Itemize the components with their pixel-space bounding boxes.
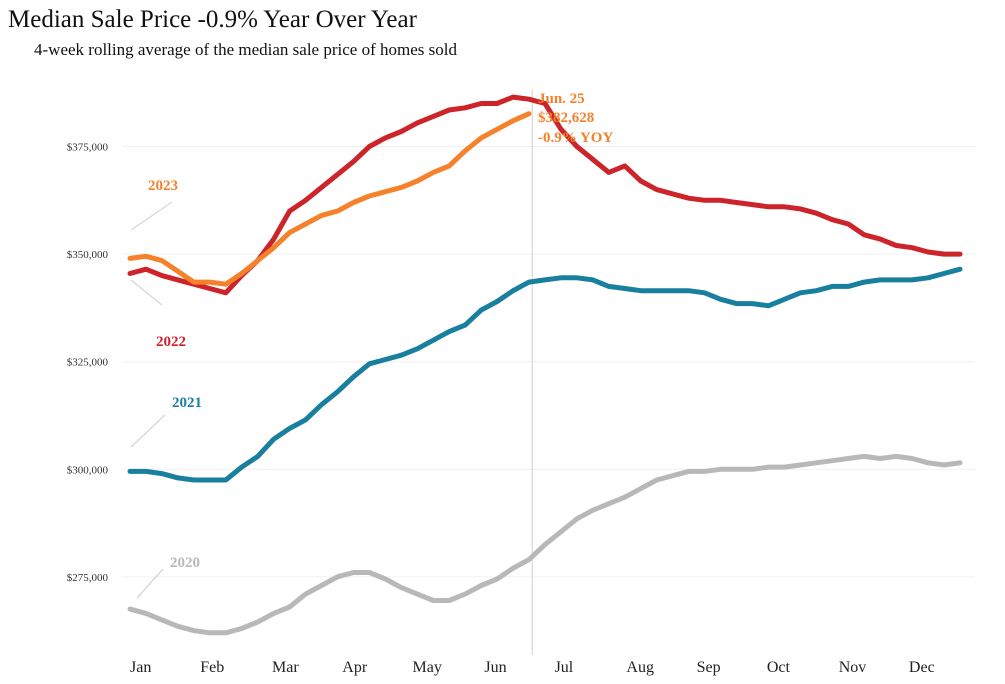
chart-title: Median Sale Price -0.9% Year Over Year xyxy=(8,6,417,33)
series-line-2022 xyxy=(127,94,963,296)
x-tick-label: Sep xyxy=(697,659,721,676)
callout-yoy: -0.9% YOY xyxy=(538,130,613,146)
y-tick-label: $325,000 xyxy=(67,357,109,369)
series-label-2023: 2023 xyxy=(148,178,178,194)
y-axis-ticks: $275,000 $300,000 $325,000 $350,000 $375,000 xyxy=(67,142,109,584)
leader-line xyxy=(130,279,163,306)
leader-line xyxy=(130,414,166,448)
callout-price: $382,628 xyxy=(538,110,594,126)
x-tick-label: Jun xyxy=(484,659,506,676)
series-label-2021: 2021 xyxy=(172,395,202,411)
series-label-leader-lines xyxy=(130,201,173,599)
leader-line xyxy=(136,568,164,599)
x-tick-label: Aug xyxy=(626,659,654,676)
x-tick-label: Dec xyxy=(909,659,935,676)
x-tick-label: Apr xyxy=(342,659,368,676)
x-tick-label: Oct xyxy=(767,659,791,676)
series-line-2023 xyxy=(127,111,532,287)
leader-line xyxy=(130,201,173,231)
series-label-2022: 2022 xyxy=(156,334,186,350)
x-tick-label: Nov xyxy=(839,659,867,676)
x-tick-label: Mar xyxy=(272,659,299,676)
series-label-2020: 2020 xyxy=(170,555,200,571)
y-tick-label: $300,000 xyxy=(67,464,109,476)
series-lines xyxy=(127,94,963,636)
x-tick-label: May xyxy=(413,659,442,676)
series-line-2021 xyxy=(127,266,963,483)
y-tick-label: $275,000 xyxy=(67,572,109,584)
y-tick-label: $375,000 xyxy=(67,142,109,154)
x-axis-ticks: Jan Feb Mar Apr May Jun Jul Aug Sep Oct Nov Dec xyxy=(130,659,935,676)
chart-subtitle: 4-week rolling average of the median sal… xyxy=(34,40,457,59)
gridlines xyxy=(122,146,975,578)
series-line-2020 xyxy=(127,453,963,636)
x-tick-label: Jan xyxy=(130,659,151,676)
x-tick-label: Jul xyxy=(555,659,574,676)
callout-date: Jun. 25 xyxy=(538,91,585,107)
x-tick-label: Feb xyxy=(200,659,224,676)
y-tick-label: $350,000 xyxy=(67,249,109,261)
